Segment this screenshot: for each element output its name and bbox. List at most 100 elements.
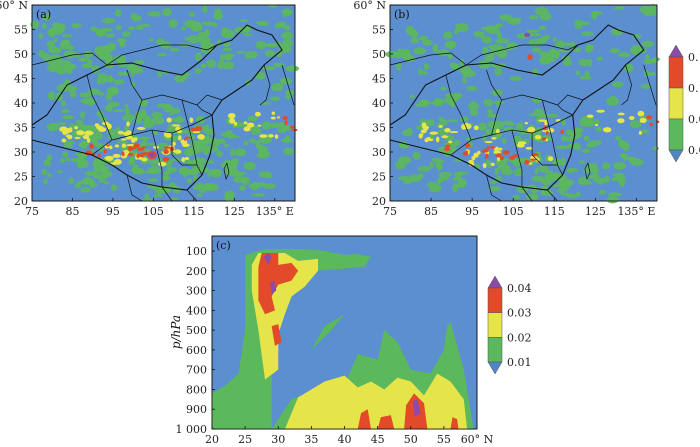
- field-cell-mid: [120, 138, 127, 141]
- field-cell-low: [30, 20, 40, 29]
- field-cell-low: [450, 64, 460, 70]
- field-cell-mid: [493, 150, 502, 154]
- panel-b-ytick-label: 40: [372, 97, 386, 110]
- field-cell-mid: [471, 156, 476, 161]
- field-cell-low: [62, 151, 69, 158]
- field-cell-low: [645, 54, 650, 60]
- field-cell-mid: [527, 126, 536, 133]
- field-cell-mid: [441, 135, 449, 139]
- field-cell-low: [169, 48, 180, 52]
- field-cell-mid: [227, 112, 236, 119]
- field-cell-low: [409, 94, 415, 99]
- field-cell-low: [117, 71, 130, 76]
- field-cell-low: [455, 22, 469, 28]
- field-cell-low: [581, 148, 591, 153]
- panel-b-colorbar-segment: [668, 87, 684, 120]
- field-cell-low: [208, 137, 219, 146]
- field-cell-low: [433, 159, 445, 164]
- field-cell-mid: [189, 117, 194, 123]
- field-cell-low: [531, 175, 546, 182]
- field-cell-low: [207, 171, 213, 177]
- field-region-peak: [263, 252, 272, 265]
- field-region-low: [212, 249, 371, 429]
- field-cell-low: [578, 160, 586, 165]
- field-cell-low: [595, 126, 603, 132]
- panel-b-xtick-label: 105: [503, 205, 524, 218]
- panel-c-colorbar-segment: [487, 337, 503, 363]
- field-cell-mid: [449, 130, 459, 134]
- field-cell-low: [495, 37, 509, 44]
- panel-a: (a) 75 85 95 105 115 125 135° E 60° N 55 50 45 40 3…: [0, 0, 300, 218]
- field-cell-high: [184, 136, 191, 139]
- field-cell-low: [457, 178, 467, 188]
- field-cell-low: [564, 42, 572, 47]
- field-cell-low: [38, 32, 44, 39]
- panel-c-xtick-label: 30: [271, 433, 285, 446]
- panel-c-colorbar-segment: [487, 287, 503, 313]
- field-cell-high: [495, 153, 502, 158]
- field-cell-low: [100, 75, 113, 82]
- field-cell-low: [61, 115, 75, 120]
- field-cell-low: [565, 129, 574, 136]
- field-cell-low: [443, 31, 453, 40]
- field-cell-low: [204, 29, 210, 38]
- field-cell-low: [417, 68, 423, 76]
- field-cell-low: [264, 49, 276, 57]
- field-cell-mid: [61, 138, 67, 143]
- field-cell-low: [43, 178, 48, 185]
- field-cell-low: [412, 151, 421, 160]
- panel-b-colorbar-level-label: 0.06: [688, 113, 700, 126]
- field-cell-low: [509, 76, 523, 81]
- map-border-line: [196, 104, 213, 116]
- field-cell-low: [488, 44, 503, 50]
- panel-c-colorbar-level-label: 0.03: [507, 307, 532, 320]
- field-cell-low: [113, 55, 126, 63]
- field-cell-low: [46, 122, 60, 132]
- field-cell-mid: [134, 137, 138, 142]
- field-cell-low: [152, 194, 164, 198]
- field-cell-low: [171, 117, 185, 123]
- map-border-line: [223, 162, 230, 181]
- field-cell-low: [612, 173, 626, 177]
- field-cell-mid: [125, 130, 132, 135]
- field-cell-low: [217, 60, 225, 70]
- field-cell-low: [223, 143, 230, 147]
- panel-a-ytick-label: 55: [14, 24, 28, 37]
- field-cell-low: [76, 159, 84, 169]
- field-cell-low: [614, 136, 622, 141]
- field-cell-low: [247, 115, 259, 122]
- field-cell-low: [221, 47, 232, 52]
- field-cell-peak: [524, 33, 530, 37]
- field-cell-low: [436, 49, 450, 57]
- field-cell-low: [211, 170, 222, 178]
- field-cell-low: [100, 170, 113, 178]
- map-border-line: [86, 74, 113, 141]
- panel-a-ytick-label: 25: [14, 171, 28, 184]
- field-cell-mid: [172, 149, 178, 153]
- field-cell-low: [274, 24, 286, 29]
- field-cell-mid: [106, 123, 112, 130]
- field-cell-low: [576, 191, 581, 197]
- map-border-line: [643, 64, 657, 106]
- field-cell-low: [196, 193, 203, 197]
- field-cell-low: [190, 21, 202, 31]
- field-cell-mid: [84, 130, 94, 136]
- field-cell-low: [481, 134, 487, 142]
- field-cell-low: [68, 177, 74, 185]
- field-cell-high: [649, 122, 654, 127]
- field-cell-low: [94, 45, 108, 55]
- field-cell-low: [281, 137, 293, 144]
- field-cell-low: [618, 140, 629, 148]
- field-cell-low: [148, 159, 159, 165]
- field-cell-low: [128, 26, 134, 31]
- field-cell-low: [91, 64, 100, 74]
- field-cell-low: [531, 97, 542, 104]
- field-cell-mid: [117, 130, 124, 135]
- panel-b-ytick-label: 55: [372, 24, 386, 37]
- field-cell-low: [646, 72, 657, 77]
- panel-c-colorbar-level-label: 0.02: [507, 331, 532, 344]
- field-cell-low: [110, 184, 118, 191]
- field-cell-low: [566, 193, 578, 199]
- panel-c-colorbar: 0.01 0.02 0.03 0.04: [487, 275, 532, 375]
- field-cell-low: [87, 88, 100, 94]
